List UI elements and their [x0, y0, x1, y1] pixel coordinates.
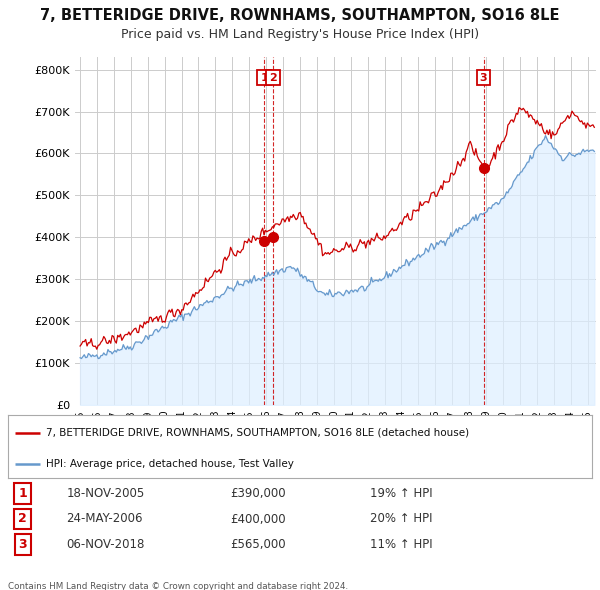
- Text: 1: 1: [18, 487, 27, 500]
- Text: £400,000: £400,000: [230, 513, 286, 526]
- Text: £390,000: £390,000: [230, 487, 286, 500]
- Text: HPI: Average price, detached house, Test Valley: HPI: Average price, detached house, Test…: [46, 459, 294, 469]
- Text: Price paid vs. HM Land Registry's House Price Index (HPI): Price paid vs. HM Land Registry's House …: [121, 28, 479, 41]
- Text: £565,000: £565,000: [230, 538, 286, 551]
- Text: 3: 3: [479, 73, 487, 83]
- Text: 3: 3: [18, 538, 27, 551]
- Text: 24-MAY-2006: 24-MAY-2006: [67, 513, 143, 526]
- Text: 06-NOV-2018: 06-NOV-2018: [67, 538, 145, 551]
- Text: 11% ↑ HPI: 11% ↑ HPI: [370, 538, 433, 551]
- Text: Contains HM Land Registry data © Crown copyright and database right 2024.
This d: Contains HM Land Registry data © Crown c…: [8, 582, 348, 590]
- Text: 2: 2: [269, 73, 277, 83]
- Text: 18-NOV-2005: 18-NOV-2005: [67, 487, 145, 500]
- Text: 2: 2: [18, 513, 27, 526]
- Text: 7, BETTERIDGE DRIVE, ROWNHAMS, SOUTHAMPTON, SO16 8LE: 7, BETTERIDGE DRIVE, ROWNHAMS, SOUTHAMPT…: [40, 8, 560, 23]
- Text: 1: 1: [260, 73, 268, 83]
- Text: 7, BETTERIDGE DRIVE, ROWNHAMS, SOUTHAMPTON, SO16 8LE (detached house): 7, BETTERIDGE DRIVE, ROWNHAMS, SOUTHAMPT…: [46, 428, 469, 438]
- Text: 19% ↑ HPI: 19% ↑ HPI: [370, 487, 433, 500]
- Text: 20% ↑ HPI: 20% ↑ HPI: [370, 513, 433, 526]
